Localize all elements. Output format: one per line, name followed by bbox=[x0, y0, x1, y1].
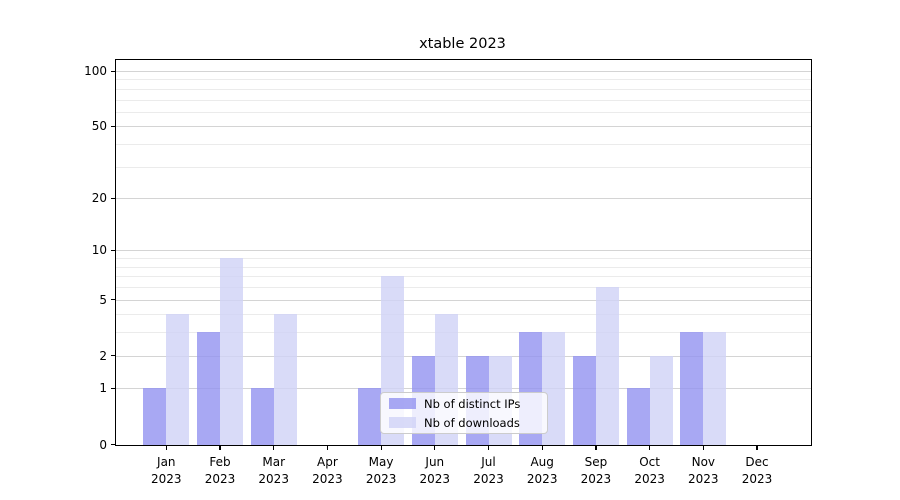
legend-label-distinct-ips: Nb of distinct IPs bbox=[424, 396, 521, 411]
x-tick-label-feb: Feb 2023 bbox=[204, 455, 236, 486]
x-tick-jun bbox=[434, 445, 436, 450]
y-tick-50 bbox=[111, 125, 116, 128]
y-tick-label-1: 1 bbox=[99, 381, 107, 396]
bar-distinct-ips-nov bbox=[680, 332, 704, 445]
y-tick-label-5: 5 bbox=[99, 292, 107, 307]
x-tick-dec bbox=[756, 445, 758, 450]
x-tick-label-oct: Oct 2023 bbox=[634, 455, 665, 486]
major-gridline-5 bbox=[116, 299, 811, 301]
y-tick-label-2: 2 bbox=[99, 348, 107, 363]
legend-swatch-downloads bbox=[389, 417, 416, 428]
y-tick-2 bbox=[111, 355, 116, 357]
chart-title: xtable 2023 bbox=[419, 36, 506, 52]
legend-row-distinct-ips: Nb of distinct IPs bbox=[389, 397, 539, 411]
bar-downloads-mar bbox=[273, 314, 297, 445]
bar-downloads-oct bbox=[649, 355, 673, 445]
x-tick-label-jun: Jun 2023 bbox=[419, 455, 451, 486]
major-gridline-1 bbox=[116, 388, 811, 390]
bar-distinct-ips-oct bbox=[626, 388, 650, 445]
minor-gridline-3 bbox=[116, 332, 811, 334]
x-tick-label-aug: Aug 2023 bbox=[526, 455, 558, 486]
bar-downloads-feb bbox=[220, 258, 243, 445]
bar-distinct-ips-feb bbox=[197, 332, 220, 445]
x-tick-mar bbox=[273, 445, 275, 450]
minor-gridline-80 bbox=[116, 88, 811, 90]
minor-gridline-30 bbox=[116, 166, 811, 168]
y-tick-0 bbox=[111, 444, 116, 446]
x-tick-label-mar: Mar 2023 bbox=[258, 455, 289, 486]
x-tick-label-sep: Sep 2023 bbox=[580, 455, 612, 486]
minor-gridline-7 bbox=[116, 276, 811, 278]
x-tick-label-nov: Nov 2023 bbox=[688, 455, 719, 486]
major-gridline-50 bbox=[116, 126, 811, 128]
bar-downloads-jan bbox=[166, 314, 190, 445]
plot-area: Nb of distinct IPs Nb of downloads 0 1 2 5 1… bbox=[84, 59, 812, 486]
major-gridline-100 bbox=[116, 71, 811, 72]
x-tick-jan bbox=[165, 445, 167, 450]
bar-distinct-ips-jan bbox=[143, 388, 167, 445]
bar-distinct-ips-may bbox=[358, 388, 382, 445]
minor-gridline-90 bbox=[116, 79, 811, 81]
major-gridline-20 bbox=[116, 198, 811, 200]
minor-gridline-6 bbox=[116, 287, 811, 288]
x-tick-label-jul: Jul 2023 bbox=[473, 455, 504, 486]
minor-gridline-60 bbox=[116, 111, 811, 113]
y-tick-10 bbox=[111, 249, 116, 252]
x-tick-label-jan: Jan 2023 bbox=[151, 455, 182, 486]
legend-row-downloads: Nb of downloads bbox=[389, 416, 539, 430]
minor-gridline-40 bbox=[116, 144, 811, 145]
bar-distinct-ips-mar bbox=[250, 388, 274, 445]
x-tick-label-apr: Apr 2023 bbox=[312, 455, 343, 486]
x-tick-apr bbox=[326, 445, 329, 450]
bar-downloads-nov bbox=[703, 332, 727, 445]
y-tick-label-50: 50 bbox=[91, 119, 107, 134]
minor-gridline-70 bbox=[116, 99, 811, 101]
x-tick-may bbox=[380, 445, 382, 450]
legend-label-downloads: Nb of downloads bbox=[424, 415, 520, 430]
y-tick-20 bbox=[111, 197, 116, 199]
x-tick-label-dec: Dec 2023 bbox=[741, 455, 773, 486]
x-tick-jul bbox=[487, 445, 490, 450]
legend-swatch-distinct-ips bbox=[389, 398, 416, 409]
x-tick-feb bbox=[219, 445, 221, 450]
bar-distinct-ips-sep bbox=[572, 355, 596, 445]
x-tick-aug bbox=[541, 445, 543, 450]
major-gridline-10 bbox=[116, 250, 811, 252]
y-tick-label-10: 10 bbox=[91, 243, 107, 258]
x-tick-oct bbox=[649, 445, 651, 450]
minor-gridline-4 bbox=[116, 314, 811, 316]
y-tick-label-100: 100 bbox=[84, 64, 107, 78]
x-tick-sep bbox=[595, 445, 597, 450]
x-tick-label-may: May 2023 bbox=[365, 455, 397, 486]
y-tick-label-0: 0 bbox=[99, 437, 107, 452]
minor-gridline-8 bbox=[116, 266, 811, 268]
minor-gridline-9 bbox=[116, 258, 811, 260]
y-tick-label-20: 20 bbox=[91, 191, 107, 206]
y-tick-100 bbox=[111, 70, 116, 72]
bar-downloads-sep bbox=[595, 287, 619, 445]
legend: Nb of distinct IPs Nb of downloads bbox=[380, 392, 548, 434]
y-tick-1 bbox=[111, 387, 116, 390]
major-gridline-2 bbox=[116, 355, 811, 357]
y-tick-5 bbox=[111, 299, 116, 301]
x-tick-nov bbox=[702, 445, 704, 450]
